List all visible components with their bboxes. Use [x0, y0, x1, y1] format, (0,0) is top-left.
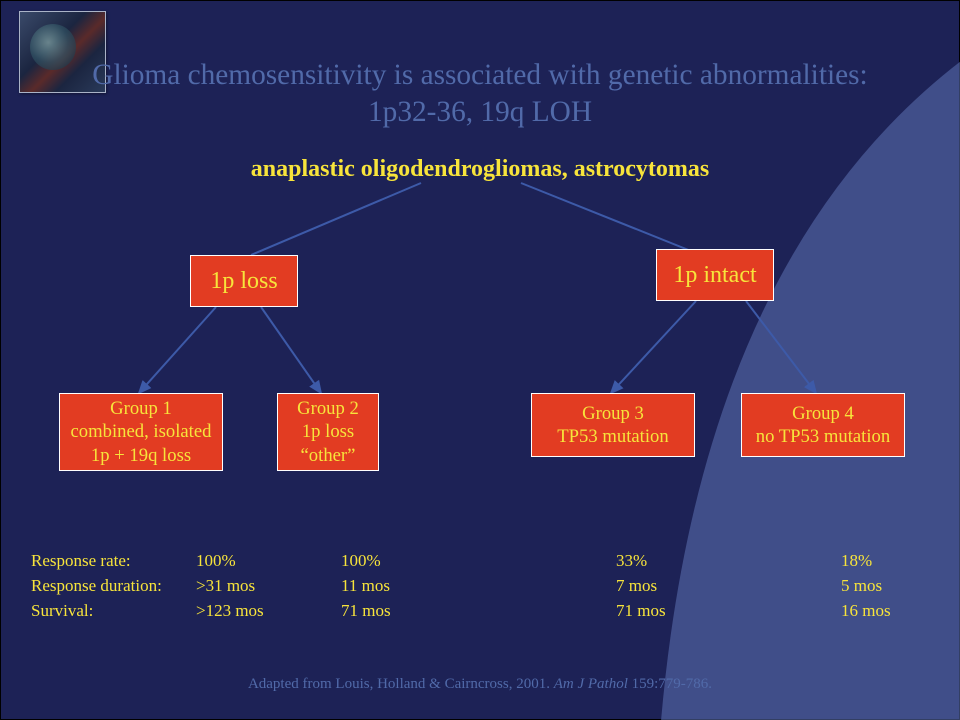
table-cell: 18% [841, 549, 872, 574]
title-line2: 1p32-36, 19q LOH [368, 96, 592, 128]
table-cell: 100% [341, 549, 381, 574]
table-row-label: Response duration: [31, 574, 162, 599]
node-g2: Group 2 1p loss “other” [277, 393, 379, 471]
table-cell: 71 mos [616, 599, 666, 624]
slide-title: Glioma chemosensitivity is associated wi… [1, 57, 959, 130]
table-cell: >123 mos [196, 599, 264, 624]
citation-suffix: 159:779-786. [632, 676, 712, 692]
node-intact: 1p intact [656, 249, 774, 301]
citation: Adapted from Louis, Holland & Cairncross… [1, 676, 959, 693]
citation-italic: Am J Pathol [554, 676, 632, 692]
node-g3: Group 3 TP53 mutation [531, 393, 695, 457]
table-row-label: Survival: [31, 599, 93, 624]
slide-subtitle: anaplastic oligodendrogliomas, astrocyto… [1, 156, 959, 183]
table-cell: 11 mos [341, 574, 390, 599]
table-cell: 33% [616, 549, 647, 574]
slide: Glioma chemosensitivity is associated wi… [0, 0, 960, 720]
title-line1: Glioma chemosensitivity is associated wi… [92, 59, 867, 91]
node-g4: Group 4 no TP53 mutation [741, 393, 905, 457]
node-loss: 1p loss [190, 255, 298, 307]
table-cell: 5 mos [841, 574, 882, 599]
table-cell: 71 mos [341, 599, 391, 624]
table-cell: 7 mos [616, 574, 657, 599]
subtitle-text: anaplastic oligodendrogliomas, astrocyto… [251, 156, 709, 182]
table-cell: 16 mos [841, 599, 891, 624]
table-cell: >31 mos [196, 574, 255, 599]
citation-prefix: Adapted from Louis, Holland & Cairncross… [248, 676, 554, 692]
node-g1: Group 1 combined, isolated 1p + 19q loss [59, 393, 223, 471]
table-cell: 100% [196, 549, 236, 574]
table-row-label: Response rate: [31, 549, 131, 574]
